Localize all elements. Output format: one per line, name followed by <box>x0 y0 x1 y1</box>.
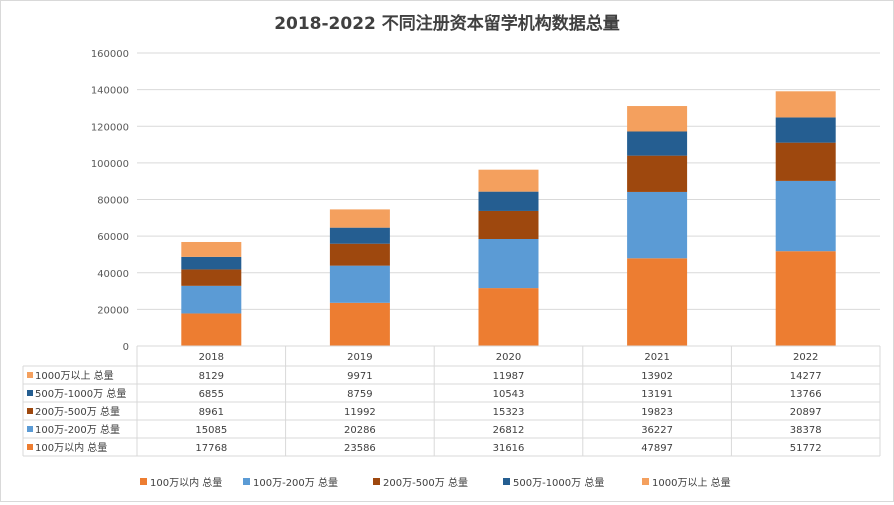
legend-label: 500万-1000万 总量 <box>513 476 604 489</box>
legend-key <box>503 478 510 485</box>
table-series-label: 200万-500万 总量 <box>35 405 120 418</box>
bar-segment <box>478 169 539 192</box>
legend-label: 1000万以上 总量 <box>652 476 731 489</box>
legend-key <box>373 478 380 485</box>
x-category-label: 2021 <box>644 352 669 363</box>
bar-segment <box>478 239 539 289</box>
table-value: 9971 <box>347 371 372 382</box>
table-value: 20897 <box>790 407 822 418</box>
legend-key <box>243 478 250 485</box>
bar-segment <box>181 256 242 270</box>
y-tick-label: 80000 <box>97 196 129 207</box>
table-value: 13766 <box>790 389 822 400</box>
bar-segment <box>181 269 242 286</box>
table-series-label: 1000万以上 总量 <box>35 369 114 382</box>
bar-segment <box>627 258 688 346</box>
y-tick-label: 60000 <box>97 232 129 243</box>
table-value: 51772 <box>790 443 822 454</box>
table-value: 11992 <box>344 407 376 418</box>
bar-segment <box>181 241 242 257</box>
x-category-label: 2018 <box>199 352 224 363</box>
bar-segment <box>329 265 390 303</box>
x-category-label: 2020 <box>496 352 521 363</box>
y-tick-label: 140000 <box>91 86 129 97</box>
bar-segment <box>181 285 242 314</box>
y-tick-label: 0 <box>123 342 129 353</box>
legend-label: 100万以内 总量 <box>150 476 222 489</box>
table-value: 14277 <box>790 371 822 382</box>
legend-label: 200万-500万 总量 <box>383 476 468 489</box>
table-legend-key <box>27 390 33 396</box>
y-tick-label: 40000 <box>97 269 129 280</box>
bar-segment <box>775 91 836 118</box>
chart-title: 2018-2022 不同注册资本留学机构数据总量 <box>274 13 620 34</box>
table-value: 19823 <box>641 407 673 418</box>
table-legend-key <box>27 372 33 378</box>
table-value: 8759 <box>347 389 372 400</box>
y-tick-label: 160000 <box>91 49 129 60</box>
table-value: 26812 <box>493 425 525 436</box>
bar-segment <box>478 210 539 240</box>
table-value: 10543 <box>493 389 525 400</box>
table-legend-key <box>27 408 33 414</box>
bar-segment <box>329 243 390 266</box>
table-value: 15323 <box>493 407 525 418</box>
table-value: 38378 <box>790 425 822 436</box>
table-value: 20286 <box>344 425 376 436</box>
bar-segment <box>627 191 688 259</box>
bar-segment <box>775 251 836 346</box>
y-tick-label: 100000 <box>91 159 129 170</box>
table-value: 17768 <box>195 443 227 454</box>
bar-segment <box>329 302 390 346</box>
table-value: 6855 <box>199 389 224 400</box>
bar-segment <box>478 288 539 346</box>
table-value: 13191 <box>641 389 673 400</box>
y-tick-label: 20000 <box>97 305 129 316</box>
bar-segment <box>181 313 242 346</box>
bar-segment <box>775 117 836 143</box>
table-legend-key <box>27 426 33 432</box>
legend-label: 100万-200万 总量 <box>253 476 338 489</box>
x-category-label: 2019 <box>347 352 372 363</box>
legend-key <box>140 478 147 485</box>
table-value: 23586 <box>344 443 376 454</box>
table-series-label: 100万以内 总量 <box>35 441 107 454</box>
bar-segment <box>775 180 836 252</box>
table-value: 8961 <box>199 407 224 418</box>
bar-segment <box>329 209 390 228</box>
table-series-label: 100万-200万 总量 <box>35 423 120 436</box>
table-value: 31616 <box>493 443 525 454</box>
y-tick-label: 120000 <box>91 122 129 133</box>
table-value: 47897 <box>641 443 673 454</box>
table-value: 36227 <box>641 425 673 436</box>
legend-key <box>642 478 649 485</box>
table-legend-key <box>27 444 33 450</box>
bar-segment <box>627 155 688 192</box>
bar-segment <box>478 191 539 211</box>
bar-segment <box>627 131 688 156</box>
bar-segment <box>627 106 688 132</box>
table-value: 8129 <box>199 371 224 382</box>
table-value: 11987 <box>493 371 525 382</box>
bar-segment <box>775 142 836 181</box>
table-series-label: 500万-1000万 总量 <box>35 387 126 400</box>
table-value: 15085 <box>195 425 227 436</box>
table-value: 13902 <box>641 371 673 382</box>
bar-segment <box>329 227 390 244</box>
x-category-label: 2022 <box>793 352 818 363</box>
